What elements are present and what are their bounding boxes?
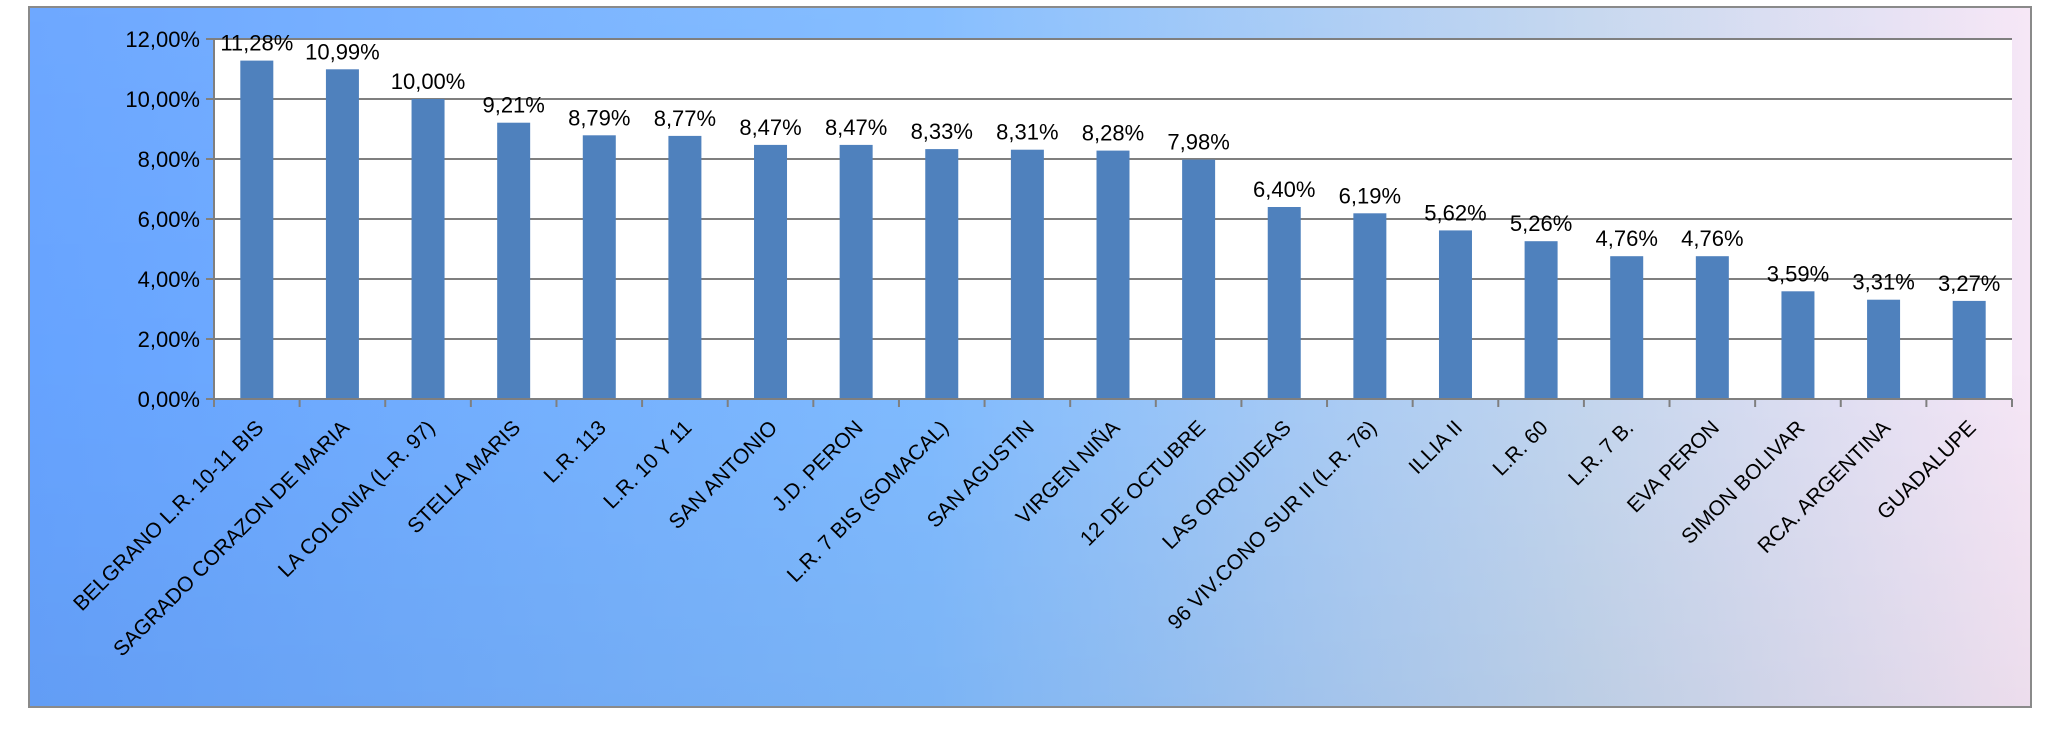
bar <box>925 149 959 399</box>
y-tick-label: 4,00% <box>138 267 200 292</box>
data-label: 9,21% <box>482 93 544 118</box>
bar <box>1952 300 1986 399</box>
bar <box>1010 149 1044 399</box>
bar <box>1353 213 1387 399</box>
data-label: 8,47% <box>825 115 887 140</box>
bar <box>1695 256 1729 399</box>
x-category-label: L.R. 60 <box>1488 416 1552 480</box>
x-category-label: L.R. 7 BIS (SOMACAL) <box>783 416 954 587</box>
y-tick-label: 12,00% <box>125 27 200 52</box>
y-tick-label: 0,00% <box>138 387 200 412</box>
chart-area: 0,00% 2,00% 4,00% 6,00% 8,00% 10,00% 12,00% 11… <box>28 6 2032 708</box>
data-label: 3,59% <box>1767 261 1829 286</box>
y-tick-label: 8,00% <box>138 147 200 172</box>
bar <box>1267 207 1301 399</box>
data-label: 8,31% <box>996 120 1058 145</box>
bar <box>754 144 788 399</box>
bar <box>1867 299 1901 399</box>
bar-chart: 0,00% 2,00% 4,00% 6,00% 8,00% 10,00% 12,00% 11… <box>69 27 2013 662</box>
data-label: 7,98% <box>1167 130 1229 155</box>
y-axis-ticks: 0,00% 2,00% 4,00% 6,00% 8,00% 10,00% 12,00% <box>125 27 200 412</box>
data-label: 11,28% <box>220 31 293 56</box>
bar <box>668 135 702 399</box>
bar <box>1610 256 1644 399</box>
data-label: 5,26% <box>1510 211 1572 236</box>
x-category-label: L.R. 7 B. <box>1564 416 1638 490</box>
bar <box>411 99 445 399</box>
y-tick-label: 2,00% <box>138 327 200 352</box>
y-tick-label: 10,00% <box>125 87 200 112</box>
x-category-label: L.R. 113 <box>540 416 611 487</box>
bar <box>325 69 359 400</box>
data-label: 8,28% <box>1082 121 1144 146</box>
bar <box>839 144 873 399</box>
data-label: 6,40% <box>1253 177 1315 202</box>
bar <box>240 60 274 399</box>
bar <box>1438 230 1472 399</box>
data-label: 4,76% <box>1681 226 1743 251</box>
data-label: 8,47% <box>739 115 801 140</box>
x-category-label: ILLIA II <box>1405 416 1468 479</box>
data-label: 10,00% <box>391 69 466 94</box>
bars <box>240 60 1986 400</box>
bar <box>1096 150 1130 399</box>
bar <box>1781 291 1815 399</box>
data-label: 6,19% <box>1339 183 1401 208</box>
data-label: 10,99% <box>305 39 380 64</box>
data-label: 5,62% <box>1424 200 1486 225</box>
x-category-label: LA COLONIA (L.R. 97) <box>274 416 440 582</box>
data-label: 4,76% <box>1596 226 1658 251</box>
data-label: 8,77% <box>654 106 716 131</box>
y-tick-label: 6,00% <box>138 207 200 232</box>
data-label: 8,79% <box>568 105 630 130</box>
bar <box>497 122 531 399</box>
bar <box>582 135 616 400</box>
data-label: 3,31% <box>1852 270 1914 295</box>
data-labels: 11,28% 10,99% 10,00% 9,21% 8,79% 8,77% 8,47% 8,… <box>220 31 2000 296</box>
data-label: 3,27% <box>1938 271 2000 296</box>
data-label: 8,33% <box>911 119 973 144</box>
bar <box>1524 241 1558 399</box>
bar <box>1182 159 1216 399</box>
